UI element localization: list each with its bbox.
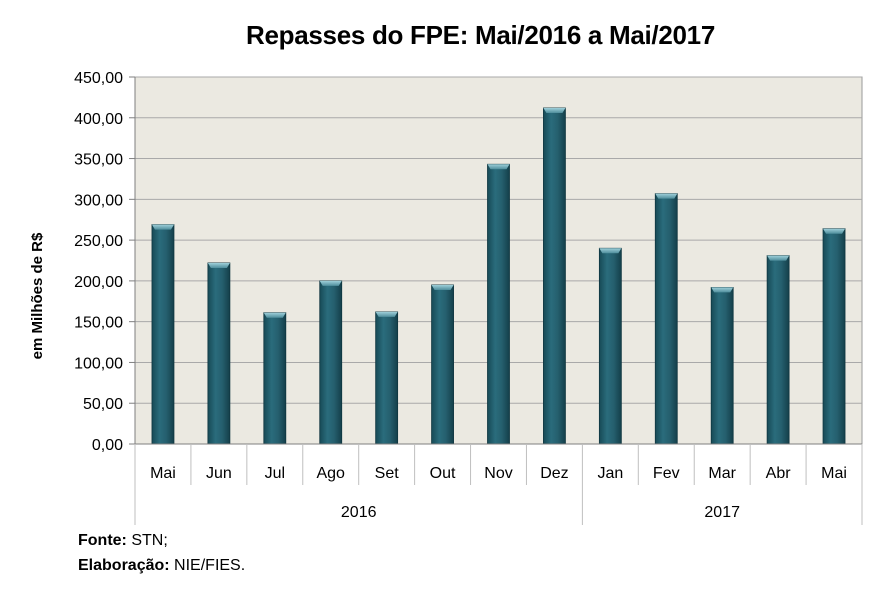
bar-body xyxy=(766,255,790,445)
y-tick-label: 150,00 xyxy=(74,315,123,332)
bar-cap xyxy=(599,248,622,254)
bar xyxy=(487,163,510,445)
bar xyxy=(263,312,287,445)
bar-cap xyxy=(207,262,230,268)
bar-cap xyxy=(263,312,286,318)
x-tick-labels: Mai Jun Jul Ago Set Out Nov Dez Jan Fev Mar Abr Mai xyxy=(150,465,847,482)
bar xyxy=(151,224,175,445)
bar xyxy=(207,262,231,445)
source-value: STN; xyxy=(131,532,168,549)
bar-body xyxy=(319,280,343,445)
y-tick-label: 400,00 xyxy=(74,111,123,128)
bar-cap xyxy=(431,284,454,290)
y-tick-label: 350,00 xyxy=(74,152,123,169)
chart-title: Repasses do FPE: Mai/2016 a Mai/2017 xyxy=(246,20,715,50)
bar-cap xyxy=(823,228,846,234)
bar xyxy=(654,193,678,445)
bar-body xyxy=(431,284,454,445)
year-group-label: 2016 xyxy=(341,504,377,521)
x-tick-label: Jan xyxy=(597,465,623,482)
bar-body xyxy=(151,224,175,445)
bar xyxy=(319,280,343,445)
y-axis-label: em Milhões de R$ xyxy=(29,232,46,359)
y-tick-label: 0,00 xyxy=(92,437,123,454)
bar xyxy=(375,311,399,445)
year-group-label: 2017 xyxy=(704,504,740,521)
x-tick-label: Mai xyxy=(150,465,176,482)
bars xyxy=(151,107,846,445)
bar-body xyxy=(263,312,287,445)
y-tick-label: 300,00 xyxy=(74,192,123,209)
y-tick-label: 250,00 xyxy=(74,233,123,250)
x-tick-label: Fev xyxy=(653,465,680,482)
bar-body xyxy=(710,287,734,445)
bar xyxy=(543,107,566,445)
bar-cap xyxy=(151,224,174,230)
bar-cap xyxy=(655,193,678,199)
bar xyxy=(822,228,846,445)
x-tick-label: Jun xyxy=(206,465,232,482)
y-tick-label: 100,00 xyxy=(74,355,123,372)
bar-cap xyxy=(711,287,734,293)
bar-body xyxy=(654,193,678,445)
axes xyxy=(134,77,863,485)
y-tick-label: 200,00 xyxy=(74,274,123,291)
credit-value: NIE/FIES. xyxy=(174,557,246,574)
credit-label: Elaboração: xyxy=(78,557,170,574)
bar-body xyxy=(543,107,566,445)
source-note: Fonte: STN; xyxy=(78,532,168,550)
y-tick-label: 50,00 xyxy=(83,396,123,413)
bar-body xyxy=(487,163,510,445)
source-label: Fonte: xyxy=(78,532,127,549)
x-tick-label: Set xyxy=(375,465,400,482)
bar xyxy=(598,247,622,445)
x-tick-label: Mai xyxy=(821,465,847,482)
bar-body xyxy=(598,247,622,445)
bar-cap xyxy=(487,164,510,170)
credit-note: Elaboração: NIE/FIES. xyxy=(78,557,245,575)
x-tick-label: Jul xyxy=(265,465,285,482)
bar-cap xyxy=(375,311,398,317)
x-tick-label: Dez xyxy=(540,465,568,482)
x-tick-label: Ago xyxy=(316,465,345,482)
y-tick-label: 450,00 xyxy=(74,70,123,87)
bar-body xyxy=(207,262,231,445)
bar-cap xyxy=(767,255,790,261)
y-tick-labels: 0,00 50,00 100,00 150,00 200,00 250,00 300,00 3… xyxy=(74,70,123,454)
bar-body xyxy=(375,311,399,445)
year-group-labels: 2016 2017 xyxy=(134,485,863,525)
bar xyxy=(710,287,734,445)
bar-cap xyxy=(543,107,566,113)
bar-body xyxy=(822,228,846,445)
x-tick-label: Abr xyxy=(766,465,792,482)
x-tick-label: Mar xyxy=(708,465,736,482)
x-tick-label: Nov xyxy=(484,465,512,482)
x-tick-label: Out xyxy=(430,465,456,482)
bar-cap xyxy=(319,280,342,286)
bar xyxy=(766,255,790,445)
bar xyxy=(431,284,454,445)
